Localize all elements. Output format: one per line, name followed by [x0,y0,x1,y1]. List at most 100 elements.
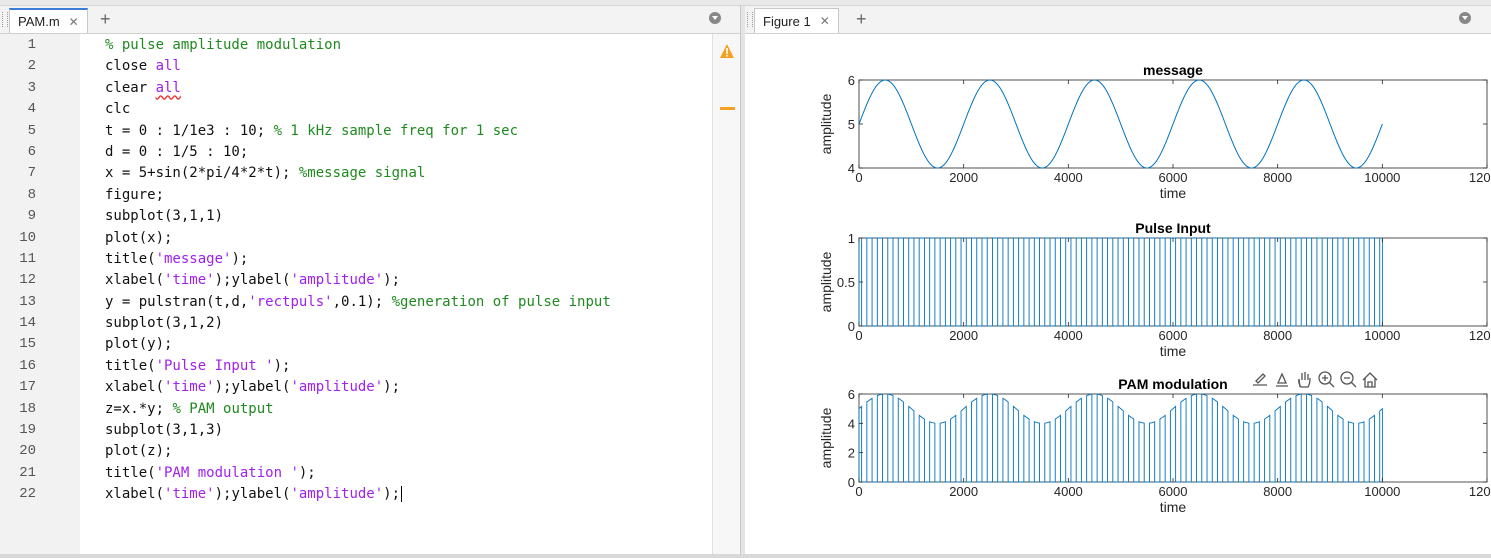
code-line[interactable]: 8 figure; [0,185,700,206]
line-number: 5 [27,122,36,139]
tab-figure-1[interactable]: Figure 1 ✕ [754,8,839,33]
subplot-title: message [1143,62,1203,78]
zoom-in-icon[interactable] [1316,370,1336,390]
code-line[interactable]: 12 xlabel('time');ylabel('amplitude'); [0,270,700,291]
brush-icon-shape [1276,372,1288,387]
x-tick-label: 10000 [1364,170,1400,185]
export-icon[interactable] [1250,370,1270,390]
figure-tab-bar: Figure 1 ✕ + [745,6,1491,34]
code-text: title('PAM modulation '); [105,463,316,484]
home-icon[interactable] [1360,370,1380,390]
code-line[interactable]: 7 x = 5+sin(2*pi/4*2*t); %message signal [0,163,700,184]
code-text: xlabel('time');ylabel('amplitude'); [105,270,400,291]
code-token: ); [383,379,401,396]
code-token: plot(y); [105,336,173,353]
code-line[interactable]: 2 close all [0,56,700,77]
x-axis-label: time [1160,343,1187,359]
pulse-series-line [858,237,1383,327]
code-string: 'rectpuls' [248,293,333,310]
code-token: plot(x); [105,229,173,246]
pan-hand-icon[interactable] [1294,370,1314,390]
y-axis-label: amplitude [818,251,834,312]
code-line[interactable]: 21 title('PAM modulation '); [0,463,700,484]
code-string: 'time' [164,486,215,503]
line-number: 19 [19,422,36,439]
code-line[interactable]: 14 subplot(3,1,2) [0,313,700,334]
code-line[interactable]: 16 title('Pulse Input '); [0,356,700,377]
code-token: subplot(3,1,1) [105,208,224,225]
code-line[interactable]: 19 subplot(3,1,3) [0,420,700,441]
code-text: subplot(3,1,3) [105,420,223,441]
line-number-gutter [0,34,80,556]
editor-tab-bar: PAM.m ✕ + [0,6,740,34]
code-token: close [105,58,156,75]
code-line[interactable]: 22 xlabel('time');ylabel('amplitude'); [0,484,700,505]
x-tick-label: 0 [855,484,862,499]
code-line[interactable]: 11 title('message'); [0,249,700,270]
code-comment: % PAM output [172,400,274,417]
code-text: figure; [105,185,164,206]
code-token: plot(z); [105,443,173,460]
warning-marker[interactable] [720,107,735,110]
figure-menu-chevron-icon[interactable] [1459,12,1471,24]
code-string: all [155,79,181,96]
axes-box [858,393,1488,483]
code-line[interactable]: 18 z=x.*y; % PAM output [0,399,700,420]
editor-scrollbar[interactable] [712,34,740,556]
code-line[interactable]: 10 plot(x); [0,228,700,249]
zoom-out-icon[interactable] [1338,370,1358,390]
code-line[interactable]: 1 % pulse amplitude modulation [0,35,700,56]
new-tab-plus-icon[interactable]: + [100,9,111,29]
tab-pam-m[interactable]: PAM.m ✕ [9,8,88,33]
panel-grip-icon[interactable] [747,12,753,27]
code-text: clc [105,99,130,120]
warning-icon[interactable] [719,43,735,59]
code-line[interactable]: 13 y = pulstran(t,d,'rectpuls',0.1); %gen… [0,292,700,313]
line-number: 3 [27,79,36,96]
zoom-in-lens [1318,371,1332,385]
x-tick-label: 8000 [1263,328,1292,343]
code-text: xlabel('time');ylabel('amplitude'); [105,377,400,398]
hand-icon-shape [1298,372,1311,388]
x-tick-label: 2000 [949,328,978,343]
close-icon[interactable]: ✕ [68,14,79,29]
code-token: d = 0 : 1/5 : 10; [105,143,249,160]
code-token: ); [383,486,401,503]
code-line[interactable]: 9 subplot(3,1,1) [0,206,700,227]
code-line[interactable]: 17 xlabel('time');ylabel('amplitude'); [0,377,700,398]
code-line[interactable]: 3 clear all [0,78,700,99]
code-area[interactable]: 1% pulse amplitude modulation 2 close all 3… [0,35,700,506]
axes-toolbar[interactable] [1250,370,1380,390]
code-line[interactable]: 6 d = 0 : 1/5 : 10; [0,142,700,163]
code-line[interactable]: 4 clc [0,99,700,120]
code-line[interactable]: 20 plot(z); [0,441,700,462]
code-token: xlabel( [105,272,165,289]
code-string: 'amplitude' [290,379,384,396]
brush-icon[interactable] [1272,370,1292,390]
y-tick-label: 4 [848,416,855,431]
new-tab-plus-icon[interactable]: + [856,9,867,29]
line-number: 17 [19,379,36,396]
code-line[interactable]: 5 t = 0 : 1/1e3 : 10; % 1 kHz sample freq… [0,121,700,142]
code-string: all [155,58,181,75]
code-line[interactable]: 15 plot(y); [0,334,700,355]
code-text: z=x.*y; % PAM output [105,399,274,420]
code-text: x = 5+sin(2*pi/4*2*t); %message signal [105,163,425,184]
code-comment: % pulse amplitude modulation [105,37,342,53]
code-token: ); [298,464,316,481]
figure-canvas[interactable]: 020004000600080001000012000456messagetim… [745,34,1491,556]
line-number: 4 [27,101,36,118]
line-number: 7 [27,165,36,182]
panel-divider[interactable] [741,6,745,558]
editor-menu-chevron-icon[interactable] [709,12,721,24]
code-text: t = 0 : 1/1e3 : 10; % 1 kHz sample freq … [105,121,518,142]
close-icon[interactable]: ✕ [819,14,830,28]
code-token: clear [105,79,156,96]
x-tick-label: 2000 [949,170,978,185]
panel-grip-icon[interactable] [2,12,8,27]
y-tick-label: 0 [848,475,855,490]
x-tick-label: 0 [855,170,862,185]
y-axis-label: amplitude [818,93,834,154]
